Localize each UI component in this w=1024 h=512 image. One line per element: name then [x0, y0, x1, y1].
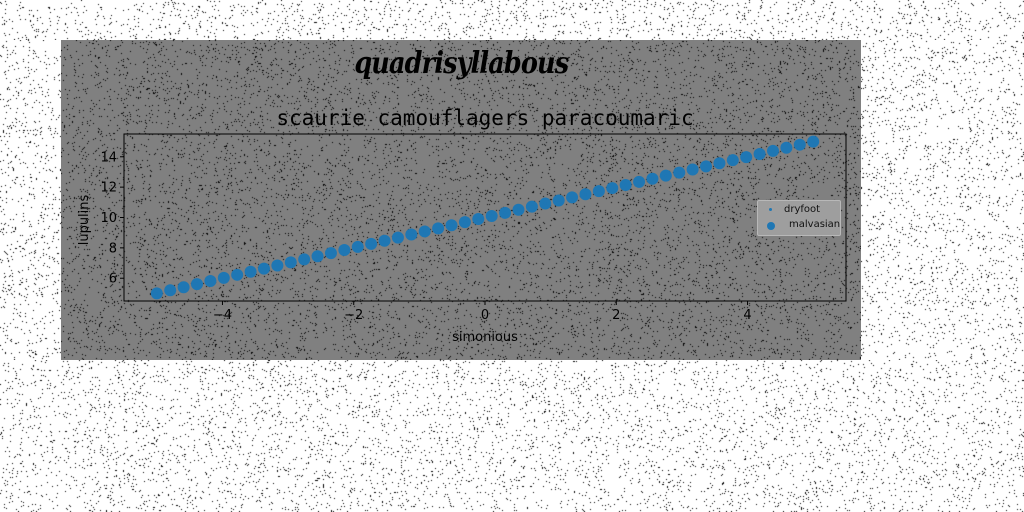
figure-suptitle: quadrisyllabous	[354, 46, 569, 81]
scatter-point-dryfoot	[530, 205, 534, 209]
scatter-point-dryfoot	[436, 226, 440, 230]
x-tick-label: −4	[213, 308, 232, 323]
scatter-point-dryfoot	[651, 177, 654, 181]
y-tick-label: 12	[100, 181, 117, 196]
legend-marker-dryfoot	[769, 208, 772, 211]
scatter-point-dryfoot	[490, 214, 494, 218]
panel-noise	[61, 40, 861, 360]
scatter-point-dryfoot	[503, 211, 507, 215]
scatter-point-dryfoot	[758, 152, 762, 156]
scatter-point-dryfoot	[664, 174, 668, 178]
scatter-point-dryfoot	[262, 267, 266, 271]
y-tick-label: 10	[100, 211, 117, 226]
scatter-point-dryfoot	[811, 140, 815, 143]
scatter-point-dryfoot	[784, 146, 788, 150]
scatter-point-dryfoot	[476, 217, 480, 221]
scatter-point-dryfoot	[369, 242, 373, 246]
scatter-point-dryfoot	[168, 288, 172, 292]
scatter-point-dryfoot	[316, 254, 319, 258]
x-tick-label: 4	[743, 308, 751, 323]
legend-item-malvasian: malvasian	[758, 218, 840, 232]
scatter-point-dryfoot	[249, 270, 252, 274]
scatter-point-dryfoot	[383, 239, 386, 243]
x-tick-label: 0	[481, 308, 489, 323]
scatter-point-dryfoot	[342, 248, 346, 252]
scatter-point-dryfoot	[423, 230, 427, 233]
y-tick-label: 14	[100, 150, 117, 165]
y-axis-ticks: 6 8 10 12 14	[100, 150, 124, 287]
legend-label-malvasian: malvasian	[789, 219, 841, 230]
scatter-point-dryfoot	[329, 251, 333, 255]
scatter-point-dryfoot	[677, 171, 681, 174]
scatter-point-dryfoot	[771, 149, 775, 153]
series-malvasian	[150, 135, 820, 300]
scatter-point-dryfoot	[182, 285, 186, 289]
scatter-point-dryfoot	[289, 261, 293, 264]
x-tick-label: −2	[344, 308, 363, 323]
scatter-point-dryfoot	[208, 279, 212, 283]
scatter-point-dryfoot	[235, 273, 239, 277]
scatter-point-dryfoot	[584, 192, 587, 196]
legend-item-dryfoot: dryfoot	[758, 203, 840, 217]
scatter-point-dryfoot	[570, 195, 574, 199]
legend-marker-malvasian	[767, 222, 775, 230]
scatter-point-dryfoot	[610, 186, 614, 190]
scatter-point-dryfoot	[463, 220, 467, 224]
y-tick-label: 8	[109, 241, 117, 256]
scatter-point-dryfoot	[517, 208, 520, 212]
scatter-point-dryfoot	[302, 257, 306, 261]
scatter-point-dryfoot	[356, 245, 360, 249]
scatter-point-dryfoot	[704, 164, 708, 168]
x-axis-label: simonious	[452, 330, 518, 345]
scatter-point-dryfoot	[691, 168, 695, 171]
x-axis-ticks: −4 −2 0 2 4	[213, 301, 752, 323]
scatter-point-dryfoot	[195, 282, 199, 286]
legend: dryfoot malvasian	[757, 200, 841, 236]
scatter-point-dryfoot	[396, 236, 400, 240]
scatter-point-dryfoot	[798, 143, 802, 147]
scatter-point-dryfoot	[624, 183, 628, 187]
scatter-point-dryfoot	[155, 292, 159, 295]
scatter-point-dryfoot	[557, 199, 561, 202]
scatter-point-dryfoot	[744, 155, 748, 159]
scatter-point-dryfoot	[409, 233, 413, 236]
series-dryfoot	[155, 140, 815, 295]
series-layer	[150, 135, 820, 300]
scatter-point-dryfoot	[450, 223, 453, 227]
figure-panel	[61, 40, 861, 360]
y-tick-label: 6	[109, 272, 117, 287]
scatter-point-dryfoot	[543, 202, 547, 205]
y-axis-label: lupulins	[77, 194, 92, 245]
legend-label-dryfoot: dryfoot	[784, 204, 821, 215]
scatter-point-dryfoot	[597, 189, 601, 193]
x-tick-label: 2	[612, 308, 620, 323]
scatter-point-dryfoot	[718, 161, 721, 165]
scatter-point-dryfoot	[637, 180, 641, 184]
chart-title: scaurie camouflagers paracoumaric	[276, 106, 693, 130]
scatter-point-dryfoot	[731, 158, 735, 162]
scatter-point-dryfoot	[222, 276, 226, 280]
scatter-point-dryfoot	[275, 264, 279, 267]
